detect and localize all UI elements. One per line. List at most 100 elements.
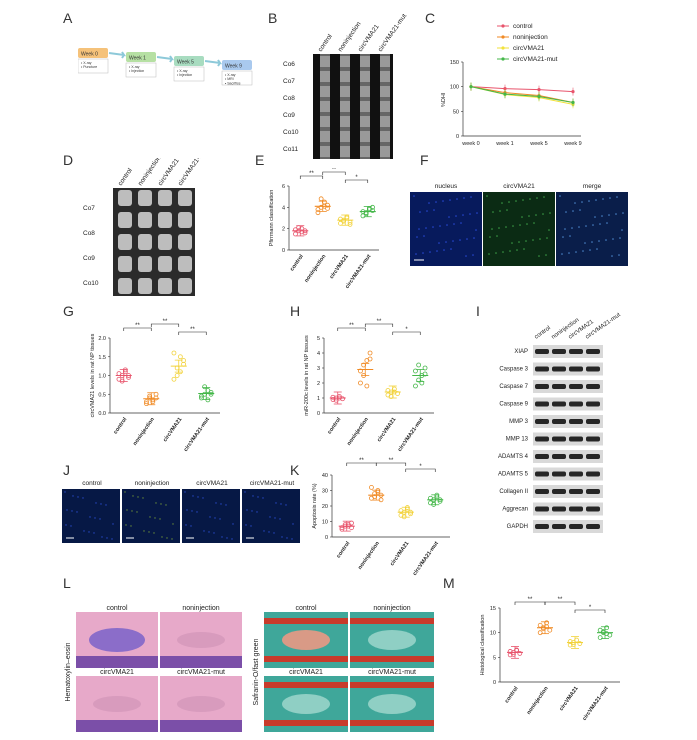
wb-band <box>552 401 566 407</box>
mri-vertebra <box>118 190 132 206</box>
he-nucleus-pulposus <box>89 628 145 652</box>
xray-vertebra <box>320 71 330 82</box>
fish-cell-dot <box>506 209 508 211</box>
dot-chart-ylabel: circVMA21 levels in rat NP tissues <box>90 333 96 417</box>
dot-chart-sig-label: ** <box>332 168 337 173</box>
tunel-cell-dot <box>95 502 97 504</box>
dot-chart-ytick-label: 0.5 <box>98 392 106 398</box>
xray-vertebra <box>320 86 330 97</box>
fish-cell-dot <box>533 222 535 224</box>
fish-cell-dot <box>536 197 538 199</box>
tunel-image <box>122 489 180 543</box>
fish-cell-dot <box>508 201 510 203</box>
dot-chart-point <box>174 373 180 378</box>
tunel-cell-dot <box>161 536 163 538</box>
fish-cell-dot <box>491 228 493 230</box>
timeline-step-header <box>174 56 204 66</box>
fish-cell-dot <box>452 240 454 242</box>
dot-chart-sig-label: ** <box>309 171 314 177</box>
fish-cell-dot <box>528 215 530 217</box>
fish-cell-dot <box>594 216 596 218</box>
dot-chart-xtick-label: noninjection <box>132 416 156 447</box>
fish-cell-dot <box>619 237 621 239</box>
chart-c-point <box>571 90 575 94</box>
xray-level-label: Co9 <box>283 112 295 119</box>
tunel-cell-dot <box>196 511 198 513</box>
he-endplate <box>76 720 158 732</box>
wb-band <box>535 419 549 424</box>
dot-chart-sig-label: ** <box>135 323 140 329</box>
wb-blot-strip <box>533 485 603 498</box>
tunel-cell-dot <box>263 530 265 532</box>
wb-band <box>586 366 600 372</box>
dot-chart-point <box>370 208 375 213</box>
timeline-step-body <box>125 62 157 78</box>
tunel-image <box>242 489 300 543</box>
fish-cell-dot <box>543 196 545 198</box>
timeline-step-body <box>173 66 205 82</box>
fish-cell-dot <box>588 200 590 202</box>
dot-chart-point <box>171 350 177 356</box>
so-cartilage-bottom <box>350 720 434 726</box>
dot-chart-point <box>422 365 428 371</box>
fish-title: circVMA21 <box>503 183 535 190</box>
tunel-cell-dot <box>131 510 133 512</box>
xray-vertebra <box>360 71 370 82</box>
fish-cell-dot <box>602 198 604 200</box>
histological-classification-chart: 0 5 10 15 Histological classification control… <box>450 590 630 735</box>
western-blot-panel: control noninjection circVMA21 circVMA21-mu… <box>478 305 623 540</box>
fish-cell-dot <box>512 225 514 227</box>
fish-cell-dot <box>413 195 415 197</box>
he-stain-label: Hematoxylin–eosin <box>65 642 72 701</box>
apoptosis-chart-svg: 0 10 20 30 40 Apoptosis rate (%) control noninj… <box>312 458 450 577</box>
wb-protein-label: ADAMTS 5 <box>498 472 529 478</box>
dot-chart-ytick-label: 2 <box>317 381 320 387</box>
dot-chart-ytick-label: 1.0 <box>98 374 106 380</box>
dot-chart-ytick-label: 0 <box>493 680 496 686</box>
fish-cell-dot <box>615 213 617 215</box>
xray-panel: control noninjection circVMA21 circVMA21-mu… <box>275 13 415 159</box>
dot-chart-point <box>340 396 345 402</box>
mri-vertebra <box>178 212 192 228</box>
fish-cell-dot <box>568 252 570 254</box>
dot-chart-point <box>597 635 603 640</box>
fish-cell-dot <box>492 211 494 213</box>
pfirrmann-chart: 0 2 4 6 Pfirrmann classification control nonin… <box>255 167 390 298</box>
he-title: circVMA21-mut <box>177 669 225 676</box>
fish-cell-dot <box>549 212 551 214</box>
tunel-cell-dot <box>250 525 252 527</box>
dot-chart-point <box>370 204 375 210</box>
fish-cell-dot <box>501 202 503 204</box>
histological-classification-svg: 0 5 10 15 Histological classification control… <box>480 597 620 722</box>
wb-band <box>586 384 600 389</box>
wb-band <box>569 524 583 529</box>
timeline-panel: Week 0 • X-ray • Puncture Week 1 • X-ray • In… <box>77 48 278 108</box>
fish-cell-dot <box>542 213 544 215</box>
mri-vertebra <box>158 278 172 294</box>
timeline-arrow <box>204 59 223 67</box>
tunel-cell-dot <box>99 518 101 520</box>
tunel-cell-dot <box>213 532 215 534</box>
chart-c-legend-label: noninjection <box>513 34 548 41</box>
dot-chart-ylabel: Apoptosis rate (%) <box>312 483 318 528</box>
dot-chart-ytick-label: 0 <box>282 248 285 254</box>
tunel-cell-dot <box>268 531 270 533</box>
mir200c-levels-svg: 0 1 2 3 4 5 miR-200c levels in rat NP tissues c… <box>304 319 434 453</box>
dot-chart-ytick-label: 0.0 <box>98 411 106 417</box>
timeline-step-item: • Puncture <box>81 65 97 69</box>
fish-cell-dot <box>622 212 624 214</box>
fish-cell-dot <box>575 251 577 253</box>
fish-cell-dot <box>460 222 462 224</box>
dot-chart-point <box>144 399 149 405</box>
tunel-cell-dot <box>231 538 233 540</box>
wb-band <box>552 489 566 494</box>
timeline-step-body <box>221 70 253 86</box>
wb-band <box>586 524 600 529</box>
mri-vertebra <box>158 234 172 250</box>
timeline-step-item: • Sacrifice <box>225 81 241 85</box>
tunel-cell-dot <box>286 537 288 539</box>
wb-band <box>552 471 566 477</box>
dot-chart-ytick-label: 0 <box>325 535 328 541</box>
dot-chart-sig-label: * <box>355 175 358 181</box>
